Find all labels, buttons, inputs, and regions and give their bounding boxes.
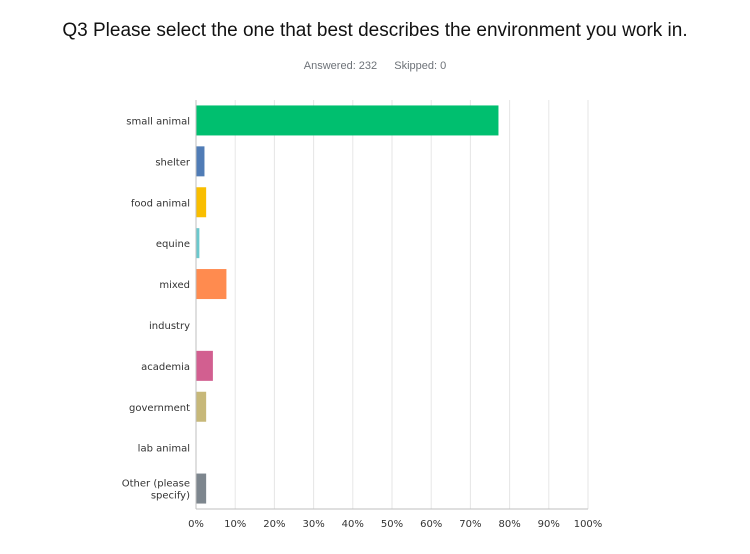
category-label: academia — [141, 362, 190, 373]
category-label: equine — [156, 239, 190, 250]
chart-title: Q3 Please select the one that best descr… — [62, 20, 688, 41]
bar — [196, 146, 205, 177]
category-labels: small animal shelter food animal equine mixe… — [122, 116, 191, 501]
category-label: specify) — [151, 491, 190, 502]
category-label: Other (please — [122, 479, 190, 490]
category-label: shelter — [155, 157, 191, 168]
axes — [195, 100, 588, 510]
category-label: industry — [149, 321, 190, 332]
bar — [196, 187, 207, 218]
x-tick-label: 30% — [302, 519, 324, 530]
category-label: food animal — [131, 198, 190, 209]
response-summary: Answered: 232 Skipped: 0 — [0, 60, 750, 72]
category-label: government — [129, 403, 190, 414]
bar — [196, 105, 499, 136]
gridlines — [234, 100, 589, 509]
x-tick-label: 20% — [263, 519, 285, 530]
bar — [196, 228, 200, 259]
bar — [196, 269, 227, 300]
x-tick-label: 70% — [459, 519, 481, 530]
bar — [196, 391, 207, 422]
category-label: small animal — [126, 116, 190, 127]
category-label: mixed — [159, 280, 190, 291]
skipped-count: Skipped: 0 — [394, 60, 447, 72]
x-tick-label: 90% — [538, 519, 560, 530]
x-tick-label: 10% — [224, 519, 246, 530]
bar — [196, 350, 213, 381]
bars — [196, 105, 499, 504]
x-tick-label: 80% — [498, 519, 520, 530]
x-tick-labels: 0% 10% 20% 30% 40% 50% 60% 70% 80% 90% 100% — [188, 519, 602, 530]
x-tick-label: 100% — [574, 519, 603, 530]
x-tick-label: 40% — [342, 519, 364, 530]
x-tick-label: 0% — [188, 519, 204, 530]
answered-count: Answered: 232 — [303, 60, 378, 72]
category-label: lab animal — [138, 444, 190, 455]
x-tick-label: 60% — [420, 519, 442, 530]
x-tick-label: 50% — [381, 519, 403, 530]
bar — [196, 473, 207, 504]
